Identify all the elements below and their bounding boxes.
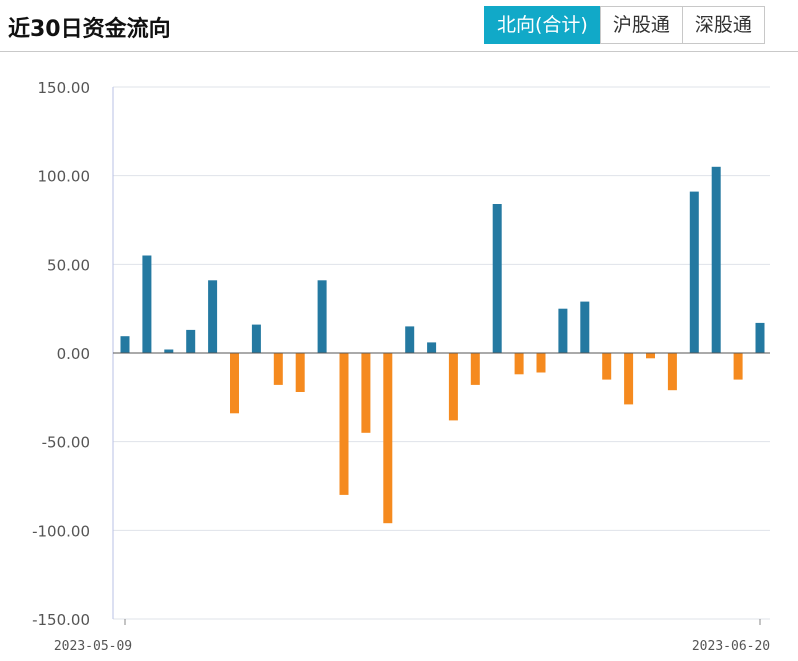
bar[interactable]: [317, 280, 327, 353]
x-label-last: 2023-06-20: [692, 639, 770, 654]
bar[interactable]: [580, 301, 590, 353]
bar[interactable]: [689, 191, 699, 353]
header: 近30日资金流向 北向(合计) 沪股通 深股通: [0, 0, 798, 52]
bar[interactable]: [251, 324, 261, 353]
y-tick-label: -150.00: [32, 611, 90, 629]
bar[interactable]: [646, 353, 655, 359]
bar[interactable]: [295, 353, 305, 392]
bar[interactable]: [383, 353, 393, 524]
x-label-first: 2023-05-09: [54, 639, 132, 654]
y-tick-label: 150.00: [38, 79, 91, 97]
bars: [120, 166, 765, 524]
bar[interactable]: [558, 308, 568, 353]
bar[interactable]: [186, 329, 196, 353]
bar[interactable]: [273, 353, 283, 385]
bar[interactable]: [427, 342, 437, 353]
bar[interactable]: [733, 353, 743, 380]
bar[interactable]: [536, 353, 546, 373]
bar[interactable]: [667, 353, 677, 391]
bar[interactable]: [405, 326, 415, 353]
y-tick-label: -50.00: [42, 434, 90, 452]
tab-northbound-total[interactable]: 北向(合计): [484, 6, 601, 44]
bar[interactable]: [230, 353, 239, 414]
tab-shanghai-connect[interactable]: 沪股通: [599, 6, 683, 44]
tab-group: 北向(合计) 沪股通 深股通: [484, 6, 765, 44]
y-tick-label: -100.00: [32, 522, 90, 540]
y-tick-label: 50.00: [47, 256, 90, 274]
bar[interactable]: [208, 280, 218, 353]
bar[interactable]: [164, 349, 174, 354]
bar[interactable]: [361, 353, 371, 433]
bar[interactable]: [142, 255, 152, 354]
bar[interactable]: [448, 353, 458, 421]
bar[interactable]: [514, 353, 524, 375]
page-title: 近30日资金流向: [8, 17, 171, 42]
y-tick-label: 0.00: [57, 345, 90, 363]
bar[interactable]: [120, 336, 130, 353]
bar[interactable]: [470, 353, 480, 385]
bar[interactable]: [602, 353, 612, 380]
bar[interactable]: [492, 204, 502, 353]
bar[interactable]: [624, 353, 634, 405]
fund-flow-chart: 150.00 100.00 50.00 0.00 -50.00 -100.00 -150.0…: [32, 79, 770, 654]
bar[interactable]: [755, 322, 765, 353]
bar[interactable]: [711, 166, 721, 353]
y-tick-label: 100.00: [38, 168, 91, 186]
tab-shenzhen-connect[interactable]: 深股通: [681, 6, 765, 44]
y-axis-labels: 150.00 100.00 50.00 0.00 -50.00 -100.00 -150.0…: [32, 79, 90, 629]
bar[interactable]: [339, 353, 349, 495]
